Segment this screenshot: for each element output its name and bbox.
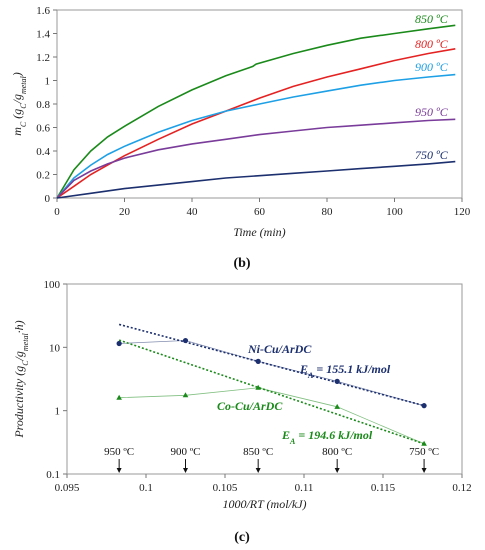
chart-b-y-label-mid2: /g	[10, 94, 24, 104]
chart-b-series-line	[56, 118, 456, 199]
chart-b-series-label: 750 ºC	[415, 148, 449, 162]
chart-c-y-tick-label: 0.1	[46, 469, 60, 481]
chart-b-y-tick-label: 1	[45, 76, 51, 88]
chart-c-temperature-label: 800 ºC	[322, 446, 352, 458]
chart-c-temperature-label: 950 ºC	[104, 446, 134, 458]
chart-c-point	[334, 403, 340, 409]
chart-c-point	[421, 403, 427, 409]
chart-b-y-label-sub1: C	[19, 121, 28, 127]
chart-c-x-tick-label: 0.11	[295, 482, 314, 494]
chart-b-y-label-end: )	[10, 72, 24, 77]
chart-c-y-tick-label: 100	[44, 279, 61, 291]
chart-b-y-tick-label: 0.4	[36, 146, 50, 158]
chart-b-series-line	[56, 160, 456, 199]
chart-b-y-tick-label: 0.2	[36, 170, 50, 182]
chart-c-data-line	[119, 387, 425, 445]
chart-b-x-tick-label: 0	[54, 206, 60, 218]
chart-c-x-tick-label: 0.12	[452, 482, 471, 494]
chart-c-temperature-arrow-head	[183, 468, 188, 473]
chart-b-x-tick-label: 80	[322, 206, 334, 218]
chart-b-x-tick-label: 20	[119, 206, 131, 218]
chart-c-temperature-label: 850 ºC	[243, 446, 273, 458]
panel-label-c: (c)	[234, 530, 250, 545]
chart-c-x-axis-label: 1000/RT (mol/kJ)	[222, 497, 306, 511]
chart-b-y-tick-label: 1.2	[36, 52, 50, 64]
chart-b-series-line	[56, 24, 456, 199]
chart-b-series-line	[56, 73, 456, 199]
chart-c-temperature-label: 900 ºC	[171, 446, 201, 458]
chart-c-series-label: Ni-Cu/ArDC	[247, 342, 312, 356]
chart-c-temperature-arrow-head	[421, 468, 427, 473]
chart-c-temperature-label: 750 ºC	[409, 446, 439, 458]
chart-b-y-tick-label: 0.6	[36, 123, 50, 135]
chart-b-x-tick-label: 100	[386, 206, 403, 218]
chart-c-temperature-arrow-head	[116, 468, 122, 473]
chart-c-y-tick-label: 10	[49, 342, 61, 354]
chart-c-point	[116, 340, 122, 347]
chart-b-y-tick-label: 0.8	[36, 99, 50, 111]
chart-c-frame	[66, 283, 463, 475]
chart-b-y-tick-label: 1.6	[36, 5, 50, 17]
chart-c-y-label-sub2: metal	[21, 333, 30, 352]
chart-c-point	[182, 337, 189, 344]
chart-c-y-axis-label: Productivity (gC/gmetal·h)	[12, 320, 30, 438]
chart-c-x-tick-label: 0.115	[371, 482, 396, 494]
chart-c-point	[116, 394, 122, 400]
chart-b-series-label: 900 ºC	[415, 60, 449, 74]
chart-b-x-tick-label: 40	[187, 206, 199, 218]
chart-c-point	[334, 378, 340, 384]
chart-c-fit-label: EA = 155.1 kJ/mol	[299, 362, 391, 380]
chart-b: 00.20.40.60.811.21.41.6 0 20 40 60 80 100 120 …	[10, 5, 471, 271]
chart-c-fit-line	[118, 323, 425, 407]
chart-b-series-label: 950 ºC	[415, 105, 449, 119]
chart-c-y-label-mid: /g	[12, 351, 26, 361]
chart-c-y-tick-label: 1	[55, 406, 61, 418]
chart-c-fit-label: EA = 194.6 kJ/mol	[281, 428, 373, 446]
chart-c-x-tick-label: 0.095	[55, 482, 80, 494]
chart-c-temperature-arrow-head	[334, 468, 340, 473]
chart-b-y-tick-label: 0	[45, 193, 51, 205]
chart-c-x-tick-label: 0.1	[139, 482, 153, 494]
chart-c-y-label-end: ·h)	[12, 320, 26, 333]
chart-c-series-label: Co-Cu/ArDC	[217, 399, 283, 413]
panel-label-b: (b)	[233, 256, 250, 271]
chart-c-y-label-main: Productivity (g	[12, 366, 26, 439]
chart-b-x-tick-label: 60	[254, 206, 266, 218]
chart-c-point	[255, 358, 261, 364]
chart-b-y-axis-label: mC (gC/gmetal)	[10, 72, 28, 135]
chart-b-series-label: 800 ºC	[415, 37, 449, 51]
chart-b-x-axis-label: Time (min)	[233, 225, 285, 239]
chart-c-point	[421, 440, 427, 446]
chart-c-point	[182, 392, 189, 398]
chart-c-temperature-arrow-head	[255, 468, 261, 473]
chart-b-y-tick-label: 1.4	[36, 29, 50, 41]
chart-c-y-label-sub1: C	[21, 360, 30, 366]
chart-b-x-tick-label: 120	[454, 206, 471, 218]
chart-b-y-label-m: m	[10, 127, 24, 136]
chart-c-point	[255, 384, 261, 390]
chart-b-y-label-sub3: metal	[19, 75, 28, 94]
chart-b-y-label-mid: (g	[10, 109, 24, 122]
chart-c-x-tick-label: 0.105	[213, 482, 238, 494]
chart-c-fit-line	[118, 339, 425, 445]
chart-b-series-label: 850 ºC	[415, 12, 449, 26]
chart-b-y-label-sub2: C	[19, 103, 28, 109]
